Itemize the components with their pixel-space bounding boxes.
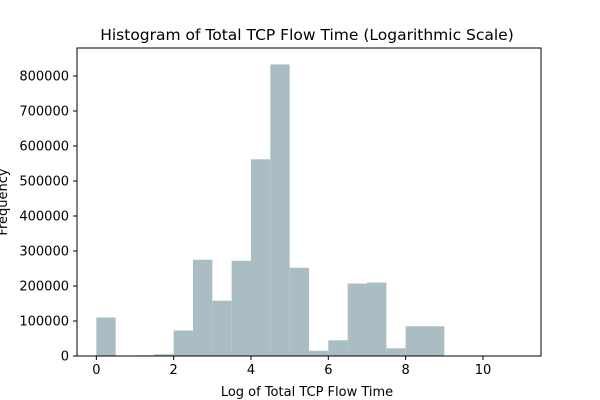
histogram-bar [212,300,232,356]
histogram-bar [367,282,387,356]
chart-title: Histogram of Total TCP Flow Time (Logari… [100,26,514,44]
y-tick-label: 0 [61,350,69,365]
histogram-bar [193,259,213,356]
histogram-bar [251,159,271,356]
histogram-bar [270,64,290,356]
y-tick-label: 200000 [19,280,69,295]
bars-group [96,64,522,356]
histogram-bar [289,267,309,356]
y-axis-label: Frequency [0,168,11,235]
y-tick-label: 600000 [19,140,69,155]
histogram-bar [96,317,116,356]
y-axis-ticks: 0 100000 200000 300000 400000 500000 600000 700… [19,70,77,365]
x-tick-label: 6 [324,363,332,378]
x-tick-label: 10 [475,363,492,378]
histogram-bar [309,350,329,356]
y-tick-label: 100000 [19,315,69,330]
x-tick-label: 0 [92,363,100,378]
y-tick-label: 500000 [19,175,69,190]
histogram-bar [386,348,406,356]
histogram-bar [425,326,445,356]
histogram-bar [328,340,348,356]
y-tick-label: 700000 [19,105,69,120]
histogram-bar [173,330,193,356]
histogram-bar [154,354,174,356]
y-tick-label: 800000 [19,70,69,85]
x-tick-label: 4 [247,363,255,378]
plot-frame [76,47,542,357]
x-tick-label: 8 [402,363,410,378]
histogram-bar [347,283,367,356]
x-tick-label: 2 [170,363,178,378]
histogram-bar [405,326,425,356]
y-tick-label: 400000 [19,210,69,225]
x-axis-label: Log of Total TCP Flow Time [221,385,393,400]
y-tick-label: 300000 [19,245,69,260]
histogram-bar [231,260,251,356]
x-axis-ticks: 0 2 4 6 8 10 [92,356,491,378]
